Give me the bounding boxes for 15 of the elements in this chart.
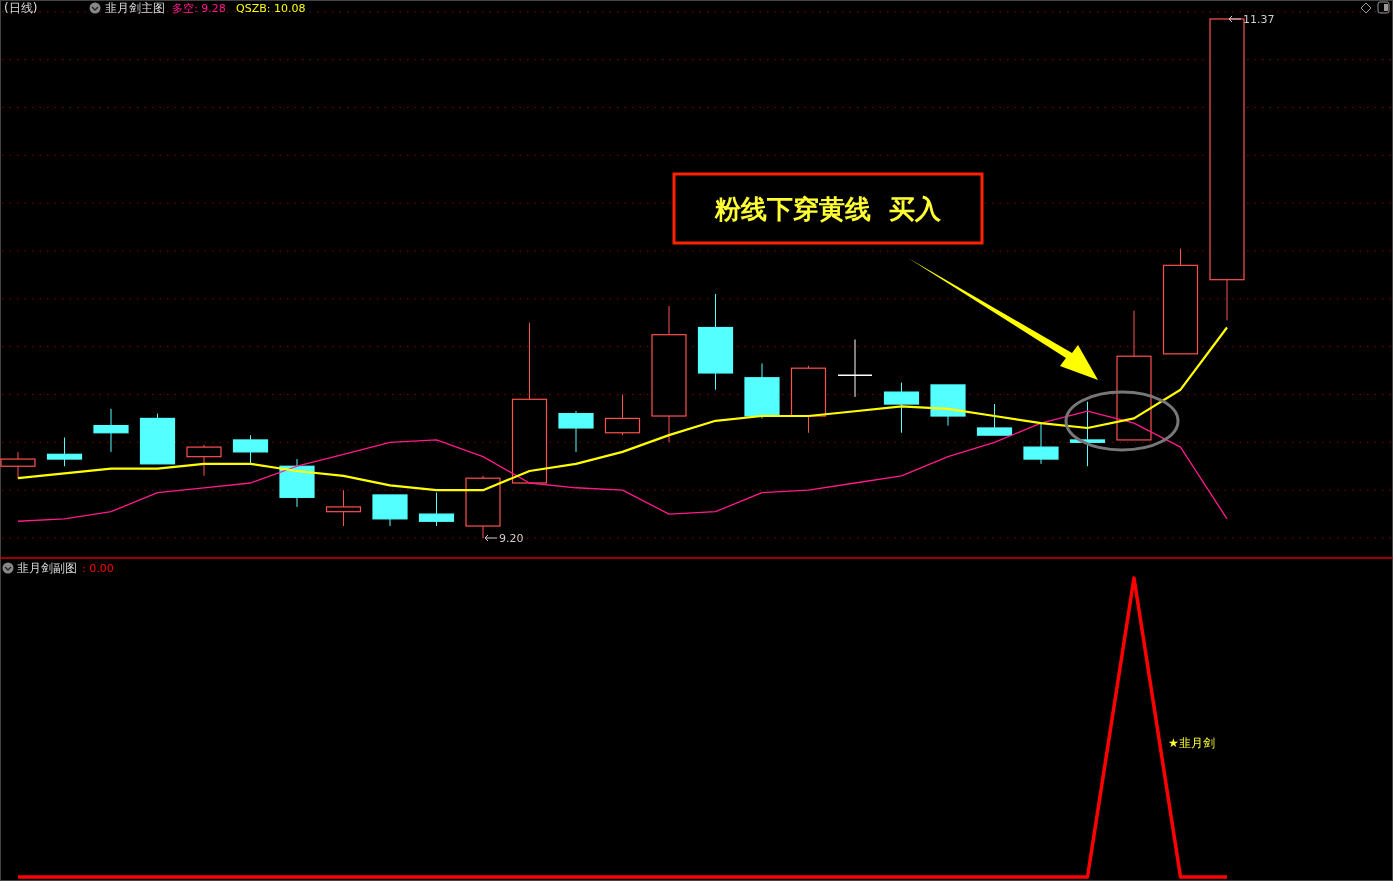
chart-subtitle: 韭月剑主图 [105,1,165,15]
candlestick [325,489,362,527]
candlestick [418,492,455,527]
annotation: 11.37 [1243,12,1275,26]
chart-title: 韭月剑副图 [17,561,77,575]
annotation: 9.20 [499,532,524,545]
candlestick [46,437,83,467]
annotation: ★韭月剑 [1168,736,1215,750]
text: 多空: 9.28 [172,2,226,15]
candlestick [837,338,873,398]
candlestick [93,408,129,453]
text: : 0.00 [82,562,114,575]
annotation: 粉线下穿黄线 买入 [713,194,943,224]
text: QSZB: 10.08 [236,2,306,15]
chart-title: (日线) [4,1,38,15]
